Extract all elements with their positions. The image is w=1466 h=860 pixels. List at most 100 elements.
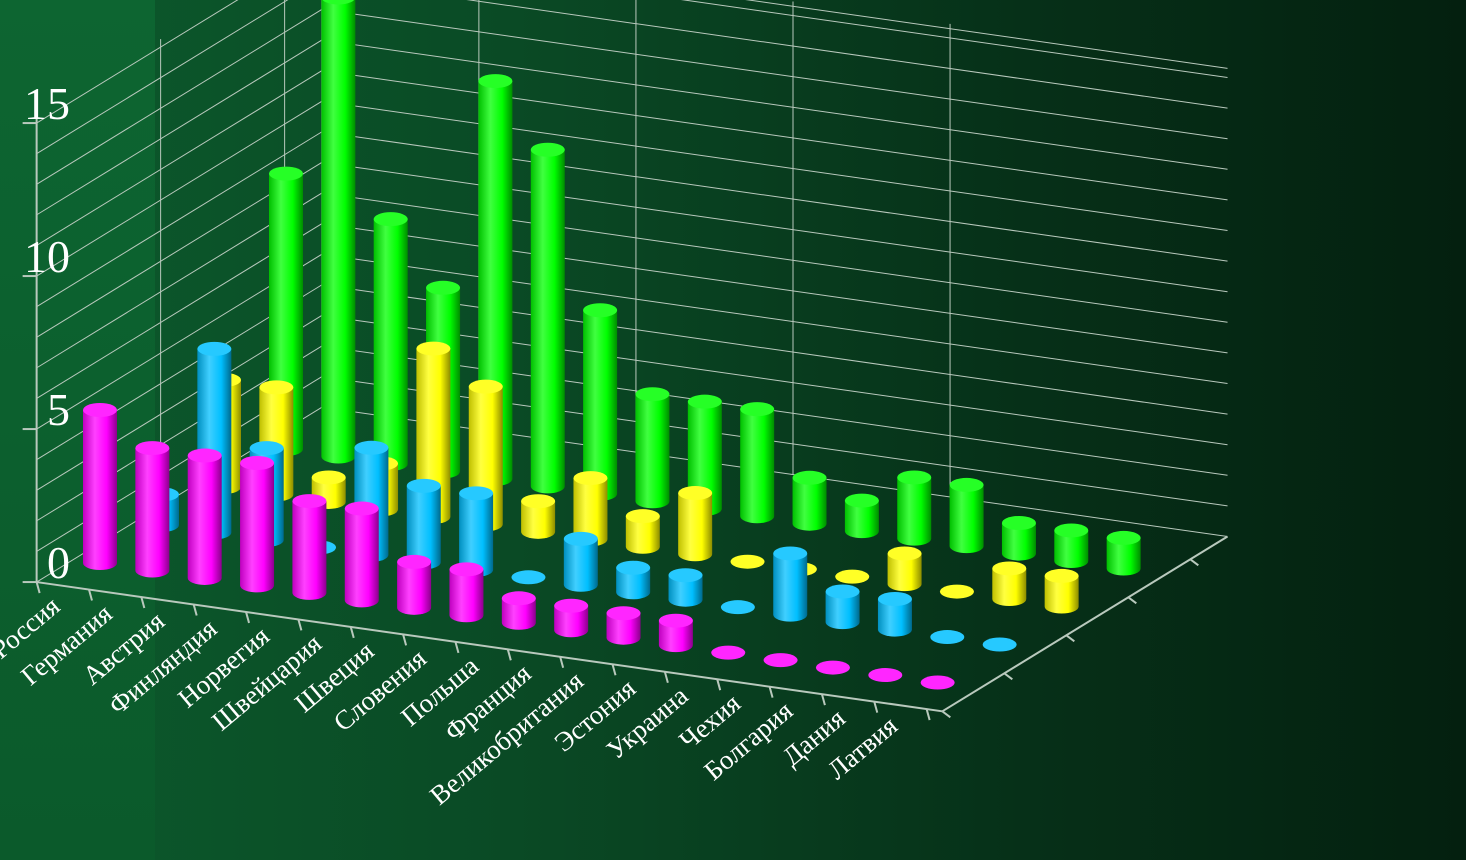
bar-top: [501, 591, 536, 606]
depth-tick: [1065, 634, 1075, 643]
bar: [530, 142, 565, 494]
bar-body: [554, 605, 589, 638]
x-tick: [820, 693, 826, 706]
bar-body: [658, 620, 693, 653]
x-tick: [873, 701, 879, 713]
gridline: [321, 100, 1228, 232]
bar: [606, 606, 641, 645]
bar-body: [949, 484, 984, 554]
bar-body: [240, 463, 275, 593]
bar: [511, 570, 546, 585]
bar-body: [825, 591, 860, 630]
bar-top: [83, 403, 117, 417]
bar-top: [344, 501, 379, 516]
bar: [187, 448, 222, 585]
bar-body: [877, 598, 912, 637]
x-tick: [768, 686, 774, 698]
x-tick: [245, 611, 251, 624]
bar-body: [616, 567, 651, 600]
x-axis-labels: РоссияГерманияАвстрияФинляндияНорвегияШв…: [0, 591, 903, 811]
x-tick: [35, 581, 41, 594]
x-tick: [506, 649, 512, 661]
bar: [773, 546, 808, 622]
bar-body: [521, 501, 556, 539]
bar: [135, 441, 170, 578]
bar-top: [982, 637, 1017, 652]
gridline: [321, 161, 1228, 293]
bar: [1001, 515, 1036, 561]
bar-body: [292, 501, 327, 600]
bar-top: [616, 560, 651, 575]
bar: [459, 486, 494, 577]
bar-top: [1044, 568, 1079, 583]
x-tick: [559, 656, 565, 669]
bar: [583, 303, 618, 501]
bar: [668, 568, 703, 607]
bar-top: [844, 493, 879, 508]
bar: [930, 630, 965, 645]
y-tick-label: 10: [24, 231, 70, 282]
bar-top: [868, 668, 903, 683]
gridline: [321, 223, 1228, 354]
bar: [815, 660, 850, 675]
bar-body: [792, 477, 827, 531]
bar: [344, 501, 379, 608]
bar: [792, 470, 827, 531]
bar: [321, 0, 356, 464]
bar: [397, 554, 432, 615]
gridline: [321, 131, 1228, 262]
bar-top: [197, 341, 232, 356]
bar: [711, 645, 746, 660]
bar: [625, 509, 660, 554]
bar: [939, 584, 974, 599]
bar: [844, 493, 879, 539]
bar-top: [468, 379, 503, 394]
bar-top: [449, 562, 484, 577]
bar-body: [897, 477, 932, 546]
bar: [678, 486, 713, 562]
bar-top: [521, 494, 556, 509]
y-tick-label: 5: [47, 384, 70, 435]
bar-body: [406, 485, 441, 570]
bar-body: [1106, 537, 1141, 576]
bar-body: [344, 508, 379, 608]
depth-tick: [941, 710, 951, 719]
bar-top: [711, 645, 746, 660]
bar-top: [835, 569, 870, 584]
bar-top: [687, 394, 722, 409]
bar: [373, 212, 408, 471]
bar-top: [740, 402, 775, 417]
depth-tick: [1189, 558, 1199, 567]
bar-top: [763, 653, 798, 668]
bar-body: [563, 538, 598, 592]
bar-body: [1054, 530, 1089, 569]
bar: [949, 477, 984, 554]
bar: [868, 668, 903, 683]
bar-top: [1054, 523, 1089, 538]
bar: [730, 554, 765, 569]
bar: [635, 387, 670, 509]
bar: [1106, 530, 1141, 576]
bar-top: [606, 606, 641, 621]
bar-top: [406, 478, 441, 493]
bar-top: [459, 486, 494, 501]
gridline: [36, 0, 239, 124]
bar-body: [321, 0, 356, 464]
bar-top: [135, 441, 170, 456]
gridline: [321, 345, 1228, 476]
gridline: [36, 0, 289, 155]
gridline: [36, 39, 323, 216]
bar-top: [478, 74, 513, 89]
bar-body: [573, 478, 608, 547]
x-tick: [192, 604, 198, 616]
bar-top: [668, 568, 703, 583]
bar: [992, 561, 1027, 607]
bar-top: [792, 470, 827, 485]
bar-top: [511, 570, 546, 585]
bar-body: [530, 149, 565, 494]
bar: [292, 494, 327, 600]
bar-top: [992, 561, 1027, 576]
bar: [563, 531, 598, 592]
y-tick-label: 0: [47, 537, 70, 588]
bar-body: [459, 493, 494, 577]
